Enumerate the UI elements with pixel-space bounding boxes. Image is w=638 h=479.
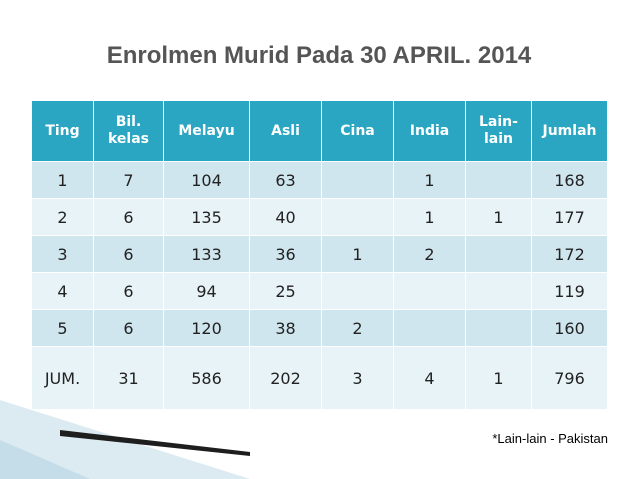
- table-cell: 1: [465, 198, 532, 236]
- column-header: India: [393, 100, 466, 162]
- table-cell: 104: [163, 161, 250, 199]
- column-header: Cina: [321, 100, 394, 162]
- table-cell: 36: [249, 235, 322, 273]
- table-cell: [321, 161, 394, 199]
- table-cell: [321, 272, 394, 310]
- table-cell: 160: [531, 309, 608, 347]
- table-cell: 177: [531, 198, 608, 236]
- table-cell: 6: [93, 198, 164, 236]
- table-cell: 2: [321, 309, 394, 347]
- table-cell: 2: [31, 198, 94, 236]
- table-cell: [393, 272, 466, 310]
- header-row: Ting Bil. kelas Melayu Asli Cina India Lain-lai…: [31, 100, 608, 162]
- table-cell: JUM.: [31, 346, 94, 410]
- table-cell: [465, 272, 532, 310]
- table-cell: 135: [163, 198, 250, 236]
- column-header: Asli: [249, 100, 322, 162]
- table-cell: 4: [31, 272, 94, 310]
- table-cell: 6: [93, 235, 164, 273]
- table-cell: 133: [163, 235, 250, 273]
- table-cell: 1: [321, 235, 394, 273]
- table-cell: 1: [465, 346, 532, 410]
- enrolment-table: Ting Bil. kelas Melayu Asli Cina India Lain-lai…: [31, 100, 608, 410]
- table-cell: 1: [31, 161, 94, 199]
- table-body: 1 7 104 63 1 168 2 6 135 40 1 1 177 3 6 133 36 1 2 172 4 6 94 2…: [31, 161, 608, 410]
- table-cell: 6: [93, 272, 164, 310]
- table-row: 3 6 133 36 1 2 172: [31, 235, 608, 273]
- table-cell: 202: [249, 346, 322, 410]
- slide-title: Enrolmen Murid Pada 30 APRIL. 2014: [106, 42, 532, 69]
- swoosh-mid: [0, 440, 90, 479]
- column-header: Bil. kelas: [93, 100, 164, 162]
- table-cell: 7: [93, 161, 164, 199]
- table-cell: 25: [249, 272, 322, 310]
- table-cell: [465, 309, 532, 347]
- table-cell: [465, 161, 532, 199]
- table-cell: 2: [393, 235, 466, 273]
- total-row: JUM. 31 586 202 3 4 1 796: [31, 346, 608, 410]
- column-header: Melayu: [163, 100, 250, 162]
- table-row: 2 6 135 40 1 1 177: [31, 198, 608, 236]
- table-cell: 5: [31, 309, 94, 347]
- table-cell: 31: [93, 346, 164, 410]
- table-cell: 119: [531, 272, 608, 310]
- table-cell: 1: [393, 161, 466, 199]
- column-header: Lain-lain: [465, 100, 532, 162]
- table-cell: 4: [393, 346, 466, 410]
- table-cell: 796: [531, 346, 608, 410]
- table-cell: 3: [321, 346, 394, 410]
- table-cell: 94: [163, 272, 250, 310]
- swoosh-dark: [60, 430, 250, 456]
- table-cell: 63: [249, 161, 322, 199]
- table-cell: 586: [163, 346, 250, 410]
- table-cell: 6: [93, 309, 164, 347]
- column-header: Ting: [31, 100, 94, 162]
- table-row: 4 6 94 25 119: [31, 272, 608, 310]
- table-cell: 172: [531, 235, 608, 273]
- footnote: *Lain-lain - Pakistan: [492, 431, 608, 446]
- column-header: Jumlah: [531, 100, 608, 162]
- table-cell: 120: [163, 309, 250, 347]
- table-cell: 3: [31, 235, 94, 273]
